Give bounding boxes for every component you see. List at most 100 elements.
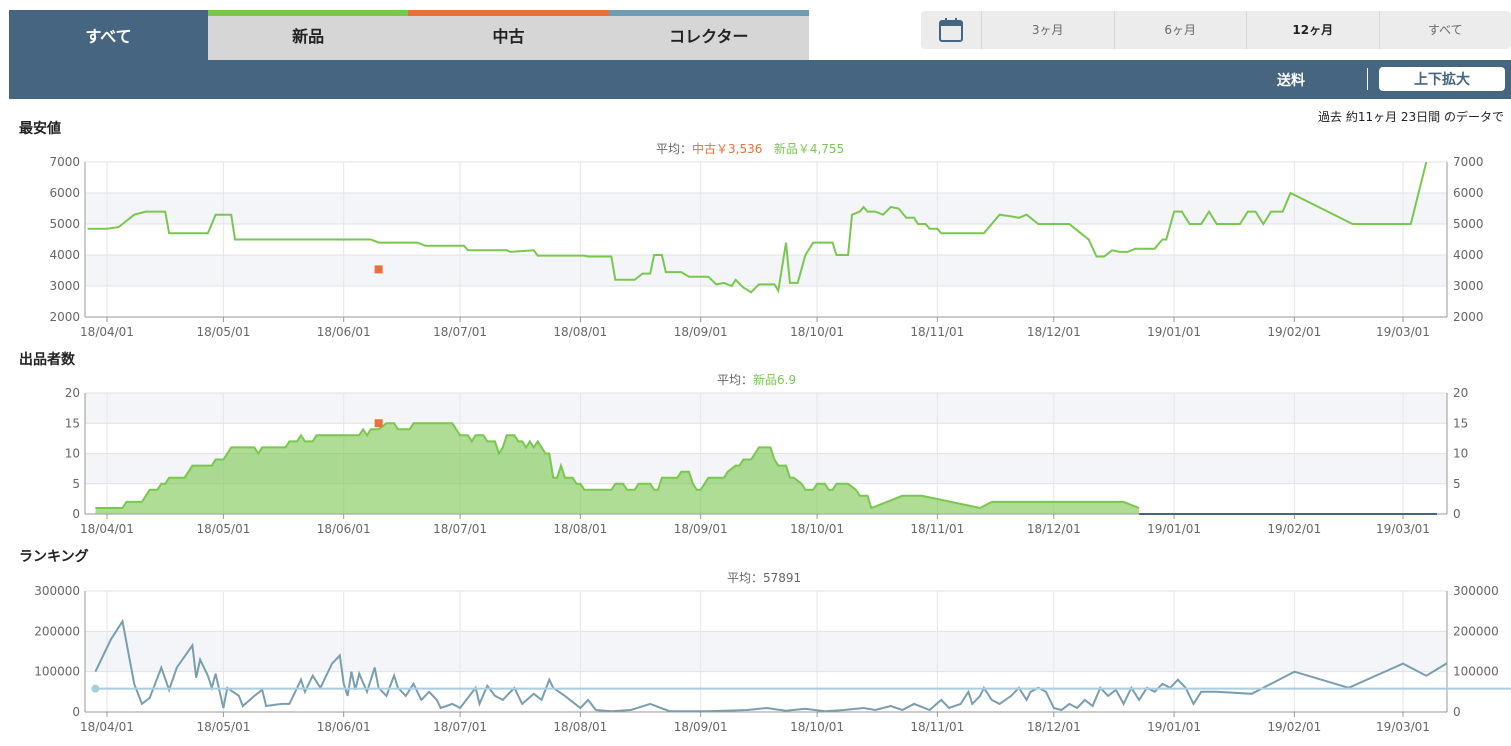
average-prefix: 平均：	[727, 571, 764, 585]
x-tick-label: 18/08/01	[553, 720, 607, 734]
x-tick-label: 18/05/01	[196, 325, 250, 339]
x-tick-label: 18/09/01	[674, 720, 728, 734]
sellers-chart-title: 出品者数	[19, 352, 75, 368]
y-tick-label: 4000	[49, 248, 80, 262]
ranking-chart: 0 0 100000 100000 200000 200000 300000 300000 18…	[34, 585, 1511, 734]
plot-band	[85, 255, 1447, 286]
sellers-average: 平均：新品6.9	[717, 371, 796, 388]
tab-color-bar	[408, 10, 609, 16]
y-tick-label-right: 7000	[1453, 155, 1484, 169]
y-tick-label-right: 3000	[1453, 279, 1484, 293]
tab-label: 新品	[292, 27, 325, 46]
x-tick-label: 18/05/01	[196, 522, 250, 536]
x-tick-label: 19/03/01	[1376, 720, 1430, 734]
x-tick-label: 18/09/01	[674, 522, 728, 536]
shipping-toggle[interactable]: 送料	[1277, 73, 1305, 89]
y-tick-label: 3000	[49, 279, 80, 293]
x-tick-label: 18/05/01	[196, 720, 250, 734]
x-tick-label: 19/01/01	[1147, 325, 1201, 339]
y-tick-label-right: 300000	[1453, 585, 1499, 598]
x-tick-label: 18/04/01	[80, 720, 134, 734]
tab-color-bar	[608, 10, 809, 16]
y-tick-label-right: 10	[1453, 447, 1468, 461]
y-tick-label-right: 20	[1453, 386, 1468, 400]
x-tick-label: 18/04/01	[80, 325, 134, 339]
y-tick-label-right: 15	[1453, 416, 1468, 430]
x-tick-label: 19/02/01	[1267, 720, 1321, 734]
new-average: 新品6.9	[753, 373, 797, 387]
chart-toolbar	[9, 60, 1511, 99]
tab-all[interactable]: すべて	[9, 10, 208, 60]
range-3-months[interactable]: 3ヶ月	[981, 11, 1114, 49]
y-tick-label: 5000	[49, 217, 80, 231]
x-tick-label: 19/03/01	[1376, 325, 1430, 339]
x-tick-label: 18/07/01	[433, 522, 487, 536]
x-tick-label: 18/06/01	[317, 522, 371, 536]
y-tick-label-right: 2000	[1453, 310, 1484, 324]
series-area	[95, 423, 1140, 514]
ranking-chart-title: ランキング	[19, 549, 89, 565]
tab-color-bar	[208, 10, 409, 16]
x-tick-label: 18/06/01	[317, 325, 371, 339]
tab-used[interactable]: 中古	[408, 10, 609, 60]
price-chart-title: 最安値	[19, 121, 61, 137]
used-marker	[374, 419, 383, 428]
y-tick-label: 6000	[49, 186, 80, 200]
toolbar-divider	[1367, 68, 1368, 90]
y-tick-label: 20	[65, 386, 80, 400]
sellers-chart: 0 0 5 5 10 10 15 15 20 20 18/04/01 18/05/01 18/06/01…	[65, 386, 1469, 536]
ranking-average: 平均：57891	[727, 569, 801, 586]
y-tick-label: 100000	[34, 665, 80, 679]
y-tick-label-right: 5	[1453, 477, 1461, 491]
y-tick-label: 15	[65, 416, 80, 430]
tab-collector[interactable]: コレクター	[608, 10, 809, 60]
y-tick-label-right: 0	[1453, 705, 1461, 719]
x-tick-label: 19/02/01	[1267, 325, 1321, 339]
tab-label: すべて	[85, 27, 132, 46]
average-prefix: 平均：	[717, 373, 754, 387]
average-prefix: 平均：	[656, 142, 693, 156]
calendar-icon[interactable]	[921, 11, 981, 49]
average-point	[91, 684, 100, 693]
plot-band	[85, 286, 1447, 317]
x-tick-label: 18/10/01	[790, 522, 844, 536]
used-marker	[374, 265, 383, 274]
x-tick-label: 18/08/01	[553, 325, 607, 339]
y-tick-label: 7000	[49, 155, 80, 169]
x-tick-label: 18/10/01	[790, 325, 844, 339]
condition-tabs: すべて 新品 中古 コレクター	[9, 10, 809, 60]
vertical-zoom-button[interactable]: 上下拡大	[1379, 67, 1505, 91]
tab-new[interactable]: 新品	[208, 10, 409, 60]
x-tick-label: 18/12/01	[1027, 522, 1081, 536]
x-tick-label: 18/09/01	[674, 325, 728, 339]
y-tick-label-right: 0	[1453, 507, 1461, 521]
range-12-months[interactable]: 12ヶ月	[1246, 11, 1379, 49]
period-summary: 過去 約11ヶ月 23日間 のデータで	[1318, 110, 1504, 124]
x-tick-label: 18/07/01	[433, 720, 487, 734]
x-tick-label: 18/12/01	[1027, 325, 1081, 339]
range-all[interactable]: すべて	[1378, 11, 1511, 49]
plot-band	[85, 162, 1447, 193]
y-tick-label: 200000	[34, 624, 80, 638]
range-6-months[interactable]: 6ヶ月	[1113, 11, 1247, 49]
y-tick-label: 5	[72, 477, 80, 491]
x-tick-label: 18/11/01	[910, 720, 964, 734]
x-tick-label: 18/12/01	[1027, 720, 1081, 734]
x-tick-label: 18/11/01	[910, 325, 964, 339]
x-tick-label: 18/11/01	[910, 522, 964, 536]
x-tick-label: 19/02/01	[1267, 522, 1321, 536]
series-line	[87, 162, 1428, 294]
x-tick-label: 18/06/01	[317, 720, 371, 734]
range-selector: 3ヶ月 6ヶ月 12ヶ月 すべて	[921, 11, 1511, 49]
series-line	[94, 618, 1447, 713]
y-tick-label: 0	[72, 705, 80, 719]
plot-band	[85, 393, 1447, 424]
x-tick-label: 18/08/01	[553, 522, 607, 536]
used-average: 中古￥3,536	[692, 142, 763, 156]
x-tick-label: 18/07/01	[433, 325, 487, 339]
plot-band	[85, 591, 1447, 632]
x-tick-label: 19/01/01	[1147, 522, 1201, 536]
price-average: 平均：中古￥3,536 新品￥4,755	[656, 140, 844, 157]
y-tick-label-right: 5000	[1453, 217, 1484, 231]
new-average: 新品￥4,755	[773, 142, 845, 156]
